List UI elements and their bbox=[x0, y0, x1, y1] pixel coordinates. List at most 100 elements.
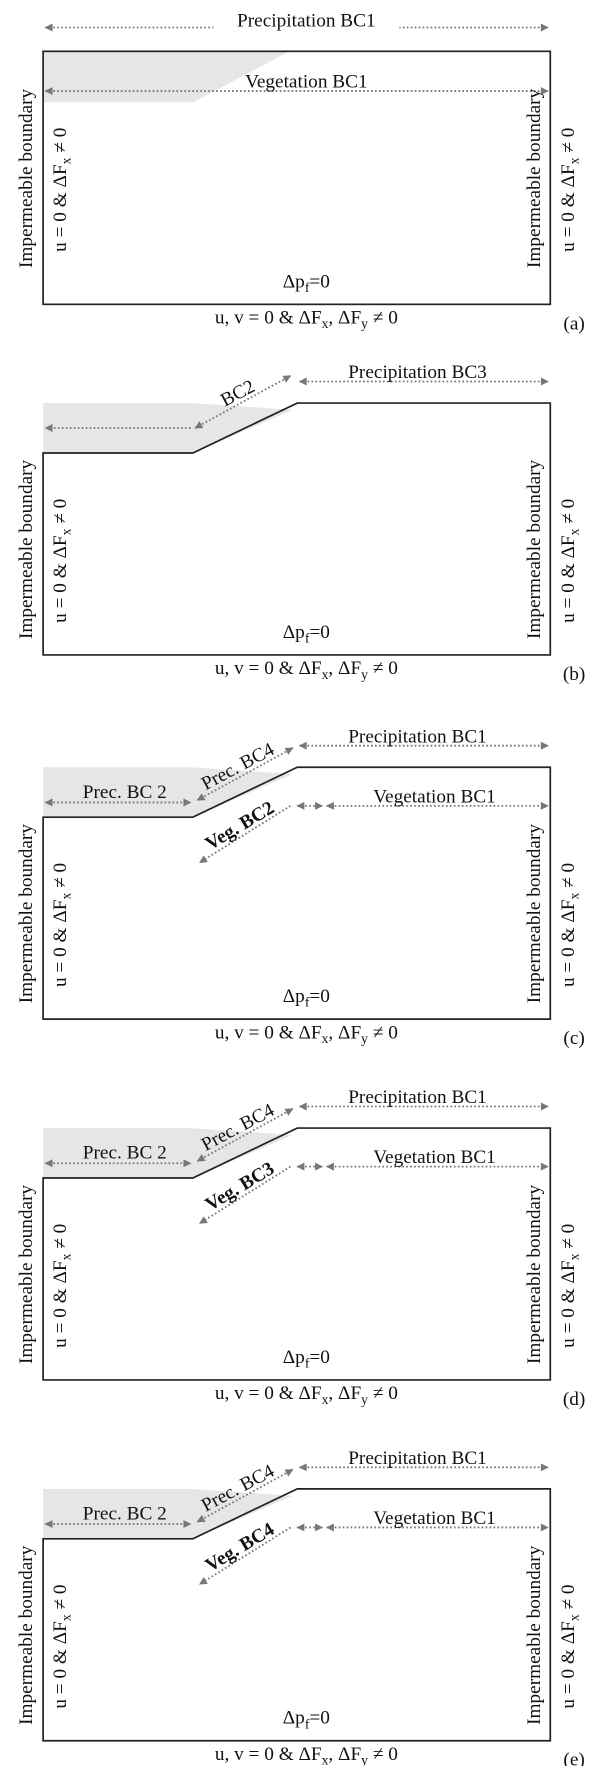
text-part: ≠ 0 bbox=[558, 863, 579, 893]
text-part: =0 bbox=[309, 1708, 329, 1729]
panel-letter: (a) bbox=[563, 313, 584, 334]
text-part: =0 bbox=[309, 1347, 329, 1368]
text-part: ≠ 0 bbox=[50, 1224, 71, 1254]
right-boundary: Impermeable boundary bbox=[524, 1545, 545, 1725]
domain bbox=[42, 402, 552, 656]
text-part: ≠ 0 bbox=[368, 658, 398, 679]
text-part: ≠ 0 bbox=[368, 1383, 398, 1404]
right-condition: u = 0 & ΔFx ≠ 0 bbox=[558, 128, 582, 252]
text-part: ≠ 0 bbox=[50, 1585, 71, 1615]
text-part: ≠ 0 bbox=[558, 1585, 579, 1615]
subscript: x bbox=[58, 1253, 73, 1260]
text-part: u = 0 & ΔF bbox=[558, 535, 579, 623]
subscript: y bbox=[361, 1753, 368, 1766]
pressure-label: Δpf=0 bbox=[283, 1347, 330, 1371]
text-part: ≠ 0 bbox=[50, 499, 71, 529]
vegetation-label: Vegetation BC1 bbox=[245, 72, 368, 93]
subscript: y bbox=[361, 667, 368, 682]
text-part: , ΔF bbox=[328, 1383, 361, 1404]
subscript: y bbox=[361, 316, 368, 331]
text-part: , ΔF bbox=[328, 308, 361, 329]
precipitation-label: Precipitation BC3 bbox=[348, 362, 487, 383]
text-part: , ΔF bbox=[328, 658, 361, 679]
precipitation-label: Precipitation BC1 bbox=[348, 1087, 487, 1108]
precipitation-label: Precipitation BC1 bbox=[237, 10, 376, 31]
left-label: Prec. BC 2 bbox=[83, 1143, 167, 1164]
subscript: x bbox=[58, 528, 73, 535]
subscript: x bbox=[322, 316, 329, 331]
shade bbox=[43, 403, 293, 453]
text-part: u, v = 0 & ΔF bbox=[215, 1744, 322, 1765]
left-condition: u = 0 & ΔFx ≠ 0 bbox=[50, 499, 74, 623]
label-bg bbox=[213, 11, 400, 35]
text-part: ≠ 0 bbox=[368, 1022, 398, 1043]
subscript: x bbox=[58, 1614, 73, 1621]
right-boundary: Impermeable boundary bbox=[524, 824, 545, 1004]
bottom-condition: u, v = 0 & ΔFx, ΔFy ≠ 0 bbox=[215, 308, 398, 332]
text-part: u, v = 0 & ΔF bbox=[215, 1383, 322, 1404]
subscript: y bbox=[361, 1031, 368, 1046]
pressure-label: Δpf=0 bbox=[283, 986, 330, 1010]
text-part: ≠ 0 bbox=[558, 499, 579, 529]
text-part: =0 bbox=[309, 271, 329, 292]
subscript: x bbox=[58, 157, 73, 164]
left-label: Prec. BC 2 bbox=[83, 782, 167, 803]
text-part: ≠ 0 bbox=[558, 128, 579, 158]
subscript: x bbox=[567, 528, 582, 535]
subscript: f bbox=[305, 1716, 310, 1731]
panel-letter: (b) bbox=[563, 664, 585, 685]
right-condition: u = 0 & ΔFx ≠ 0 bbox=[558, 863, 582, 987]
left-condition: u = 0 & ΔFx ≠ 0 bbox=[50, 863, 74, 987]
bottom-condition: u, v = 0 & ΔFx, ΔFy ≠ 0 bbox=[215, 1022, 398, 1046]
subscript: x bbox=[567, 157, 582, 164]
vegetation-label: Vegetation BC1 bbox=[373, 786, 496, 807]
subscript: x bbox=[322, 1392, 329, 1407]
text-part: =0 bbox=[309, 622, 329, 643]
panel-letter: (c) bbox=[563, 1028, 584, 1049]
bottom-condition: u, v = 0 & ΔFx, ΔFy ≠ 0 bbox=[215, 658, 398, 682]
text-part: ≠ 0 bbox=[558, 1224, 579, 1254]
right-condition: u = 0 & ΔFx ≠ 0 bbox=[558, 1224, 582, 1348]
text-part: Δp bbox=[283, 986, 305, 1007]
precipitation-label: Precipitation BC1 bbox=[348, 1448, 487, 1469]
left-boundary: Impermeable boundary bbox=[16, 88, 37, 268]
subscript: x bbox=[322, 667, 329, 682]
left-label: Prec. BC 2 bbox=[83, 1504, 167, 1525]
right-boundary: Impermeable boundary bbox=[524, 459, 545, 639]
pressure-label: Δpf=0 bbox=[283, 271, 330, 295]
panel-letter: (e) bbox=[563, 1750, 584, 1766]
panel-letter: (d) bbox=[563, 1389, 585, 1410]
subscript: f bbox=[305, 280, 310, 295]
text-part: , ΔF bbox=[328, 1744, 361, 1765]
subscript: x bbox=[58, 893, 73, 900]
text-part: Δp bbox=[283, 1708, 305, 1729]
pressure-label: Δpf=0 bbox=[283, 1708, 330, 1732]
text-part: u = 0 & ΔF bbox=[50, 899, 71, 987]
text-part: u = 0 & ΔF bbox=[558, 1621, 579, 1709]
subscript: f bbox=[305, 1355, 310, 1370]
panel: Precipitation BC1 Vegetation BC1 Impermeab… bbox=[16, 10, 585, 334]
vegetation-label: Vegetation BC1 bbox=[373, 1508, 496, 1529]
text-part: u = 0 & ΔF bbox=[558, 164, 579, 252]
vegetation-label: Vegetation BC1 bbox=[373, 1147, 496, 1168]
left-boundary: Impermeable boundary bbox=[16, 1184, 37, 1364]
subscript: f bbox=[305, 995, 310, 1010]
text-part: u = 0 & ΔF bbox=[558, 899, 579, 987]
right-boundary: Impermeable boundary bbox=[524, 88, 545, 268]
subscript: y bbox=[361, 1392, 368, 1407]
subscript: x bbox=[567, 1614, 582, 1621]
bottom-condition: u, v = 0 & ΔFx, ΔFy ≠ 0 bbox=[215, 1383, 398, 1407]
left-condition: u = 0 & ΔFx ≠ 0 bbox=[50, 1224, 74, 1348]
left-boundary: Impermeable boundary bbox=[16, 824, 37, 1004]
subscript: x bbox=[567, 1253, 582, 1260]
text-part: Δp bbox=[283, 1347, 305, 1368]
bottom-condition: u, v = 0 & ΔFx, ΔFy ≠ 0 bbox=[215, 1744, 398, 1766]
text-part: , ΔF bbox=[328, 1022, 361, 1043]
slope-label: BC2 bbox=[217, 376, 258, 411]
text-part: u = 0 & ΔF bbox=[50, 164, 71, 252]
text-part: Δp bbox=[283, 271, 305, 292]
text-part: Δp bbox=[283, 622, 305, 643]
left-condition: u = 0 & ΔFx ≠ 0 bbox=[50, 1585, 74, 1709]
